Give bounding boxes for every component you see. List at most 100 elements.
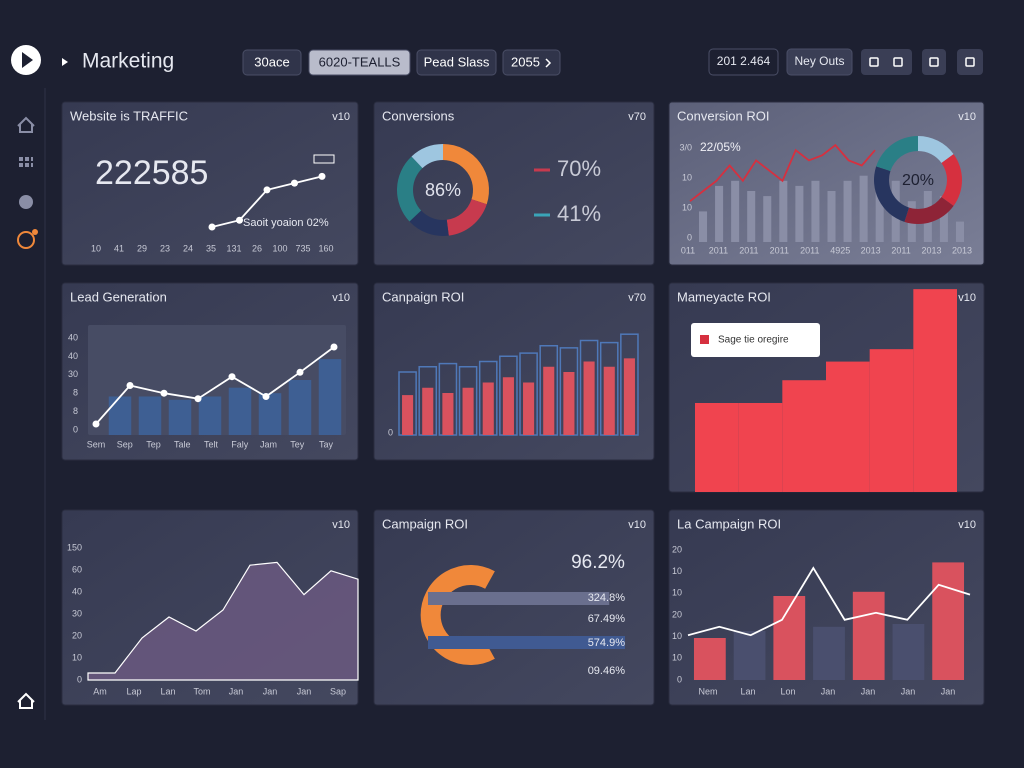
- panel-title: Campaign ROI: [382, 516, 468, 531]
- kpi: 86%: [425, 180, 461, 200]
- tab[interactable]: [242, 49, 302, 76]
- x-tick-label: Tom: [193, 686, 210, 696]
- y-tick-label: 0: [77, 674, 82, 684]
- y-tick-label: 30: [72, 608, 82, 618]
- x-tick-label: 131: [226, 243, 241, 253]
- panel-title: Conversions: [382, 108, 455, 123]
- donut-label: 20%: [902, 172, 934, 189]
- line-point: [263, 186, 271, 194]
- bar: [523, 382, 535, 435]
- tab[interactable]: [308, 49, 411, 76]
- bar-label: 324.8%: [588, 592, 626, 604]
- x-tick-label: Jan: [861, 686, 876, 696]
- y-tick-label: 40: [68, 332, 78, 342]
- hbar: [428, 592, 610, 605]
- nav-home-bottom[interactable]: [17, 692, 35, 709]
- hbar: [428, 636, 625, 649]
- x-tick-label: 160: [318, 243, 333, 253]
- y-tick-label: 3/0: [679, 142, 692, 152]
- bar: [715, 185, 724, 242]
- bar: [502, 377, 514, 435]
- x-tick-label: Sep: [117, 439, 133, 449]
- bar: [955, 221, 964, 242]
- y-tick-label: 0: [388, 427, 393, 437]
- bar: [288, 380, 312, 435]
- x-tick-label: Sap: [330, 686, 346, 696]
- x-tick-label: Lan: [160, 686, 175, 696]
- tab[interactable]: [502, 49, 561, 76]
- bar: [318, 359, 342, 435]
- x-tick-label: 10: [91, 243, 101, 253]
- icon: [965, 57, 975, 67]
- y-tick-label: 0: [687, 232, 692, 242]
- bar: [462, 387, 474, 435]
- tab-label: 30ace: [254, 54, 289, 69]
- x-tick-label: 2011: [709, 245, 728, 255]
- icon-button[interactable]: [861, 49, 912, 75]
- x-tick-label: 2011: [739, 245, 758, 255]
- panel-title: Canpaign ROI: [382, 289, 464, 304]
- nav-alert[interactable]: [17, 231, 35, 249]
- icon: [893, 57, 903, 67]
- action-button[interactable]: [708, 48, 779, 76]
- nav-home[interactable]: [17, 116, 35, 133]
- kpi: 96.2%: [571, 552, 625, 573]
- bar: [747, 191, 756, 242]
- bar: [603, 366, 615, 435]
- tooltip: [691, 323, 820, 357]
- y-tick-label: 40: [72, 586, 82, 596]
- y-tick-label: 10: [672, 566, 682, 576]
- y-tick-label: 30: [68, 369, 78, 379]
- action-label: 201 2.464: [717, 54, 771, 68]
- logo-icon: [22, 52, 33, 68]
- line-point: [228, 373, 236, 381]
- x-tick-label: Sem: [87, 439, 106, 449]
- nav-item[interactable]: [19, 195, 33, 209]
- tab-label: 2055: [511, 54, 540, 69]
- panel-menu: v10: [332, 111, 350, 123]
- x-tick-label: 2013: [922, 245, 942, 255]
- line: [689, 143, 876, 202]
- line-point: [236, 216, 243, 224]
- donut-segment: [446, 199, 487, 236]
- nav-grid[interactable]: [19, 157, 33, 167]
- x-tick-label: Jan: [821, 686, 836, 696]
- x-tick-label: Am: [93, 686, 107, 696]
- line-point: [160, 389, 168, 397]
- bar: [583, 361, 595, 435]
- x-tick-label: 735: [295, 243, 310, 253]
- x-tick-label: 2011: [800, 245, 819, 255]
- y-tick-label: 20: [72, 630, 82, 640]
- legend-label: 41%: [557, 201, 601, 226]
- bar: [939, 196, 948, 242]
- bar: [733, 631, 766, 680]
- icon-button[interactable]: [957, 49, 983, 75]
- x-tick-label: Faly: [231, 439, 249, 449]
- panel-title: Lead Generation: [70, 289, 167, 304]
- line-point: [296, 368, 304, 376]
- x-tick-label: Tay: [319, 439, 334, 449]
- panel-title: Conversion ROI: [677, 108, 769, 123]
- icon-button[interactable]: [922, 49, 946, 75]
- y-tick-label: 40: [68, 351, 78, 361]
- tooltip-text: Sage tie oregire: [718, 335, 789, 346]
- bar: [422, 387, 434, 435]
- y-tick-label: 10: [72, 652, 82, 662]
- x-tick-label: 2013: [861, 245, 881, 255]
- donut-segment: [918, 136, 954, 163]
- tab[interactable]: [416, 49, 497, 76]
- donut-segment: [941, 154, 962, 206]
- line-point: [92, 420, 100, 428]
- icon: [929, 57, 939, 67]
- title-caret: [62, 58, 68, 66]
- tab-chevron: [545, 58, 552, 68]
- x-tick-label: Jan: [941, 686, 956, 696]
- bar: [623, 358, 635, 435]
- x-tick-label: 29: [137, 243, 147, 253]
- line-point: [291, 179, 298, 187]
- action-button[interactable]: [786, 48, 853, 76]
- panel-menu: v10: [628, 519, 646, 531]
- annotation: Saoit yoaion 02%: [243, 217, 329, 229]
- bar: [773, 596, 806, 680]
- panel-menu: v10: [958, 292, 976, 304]
